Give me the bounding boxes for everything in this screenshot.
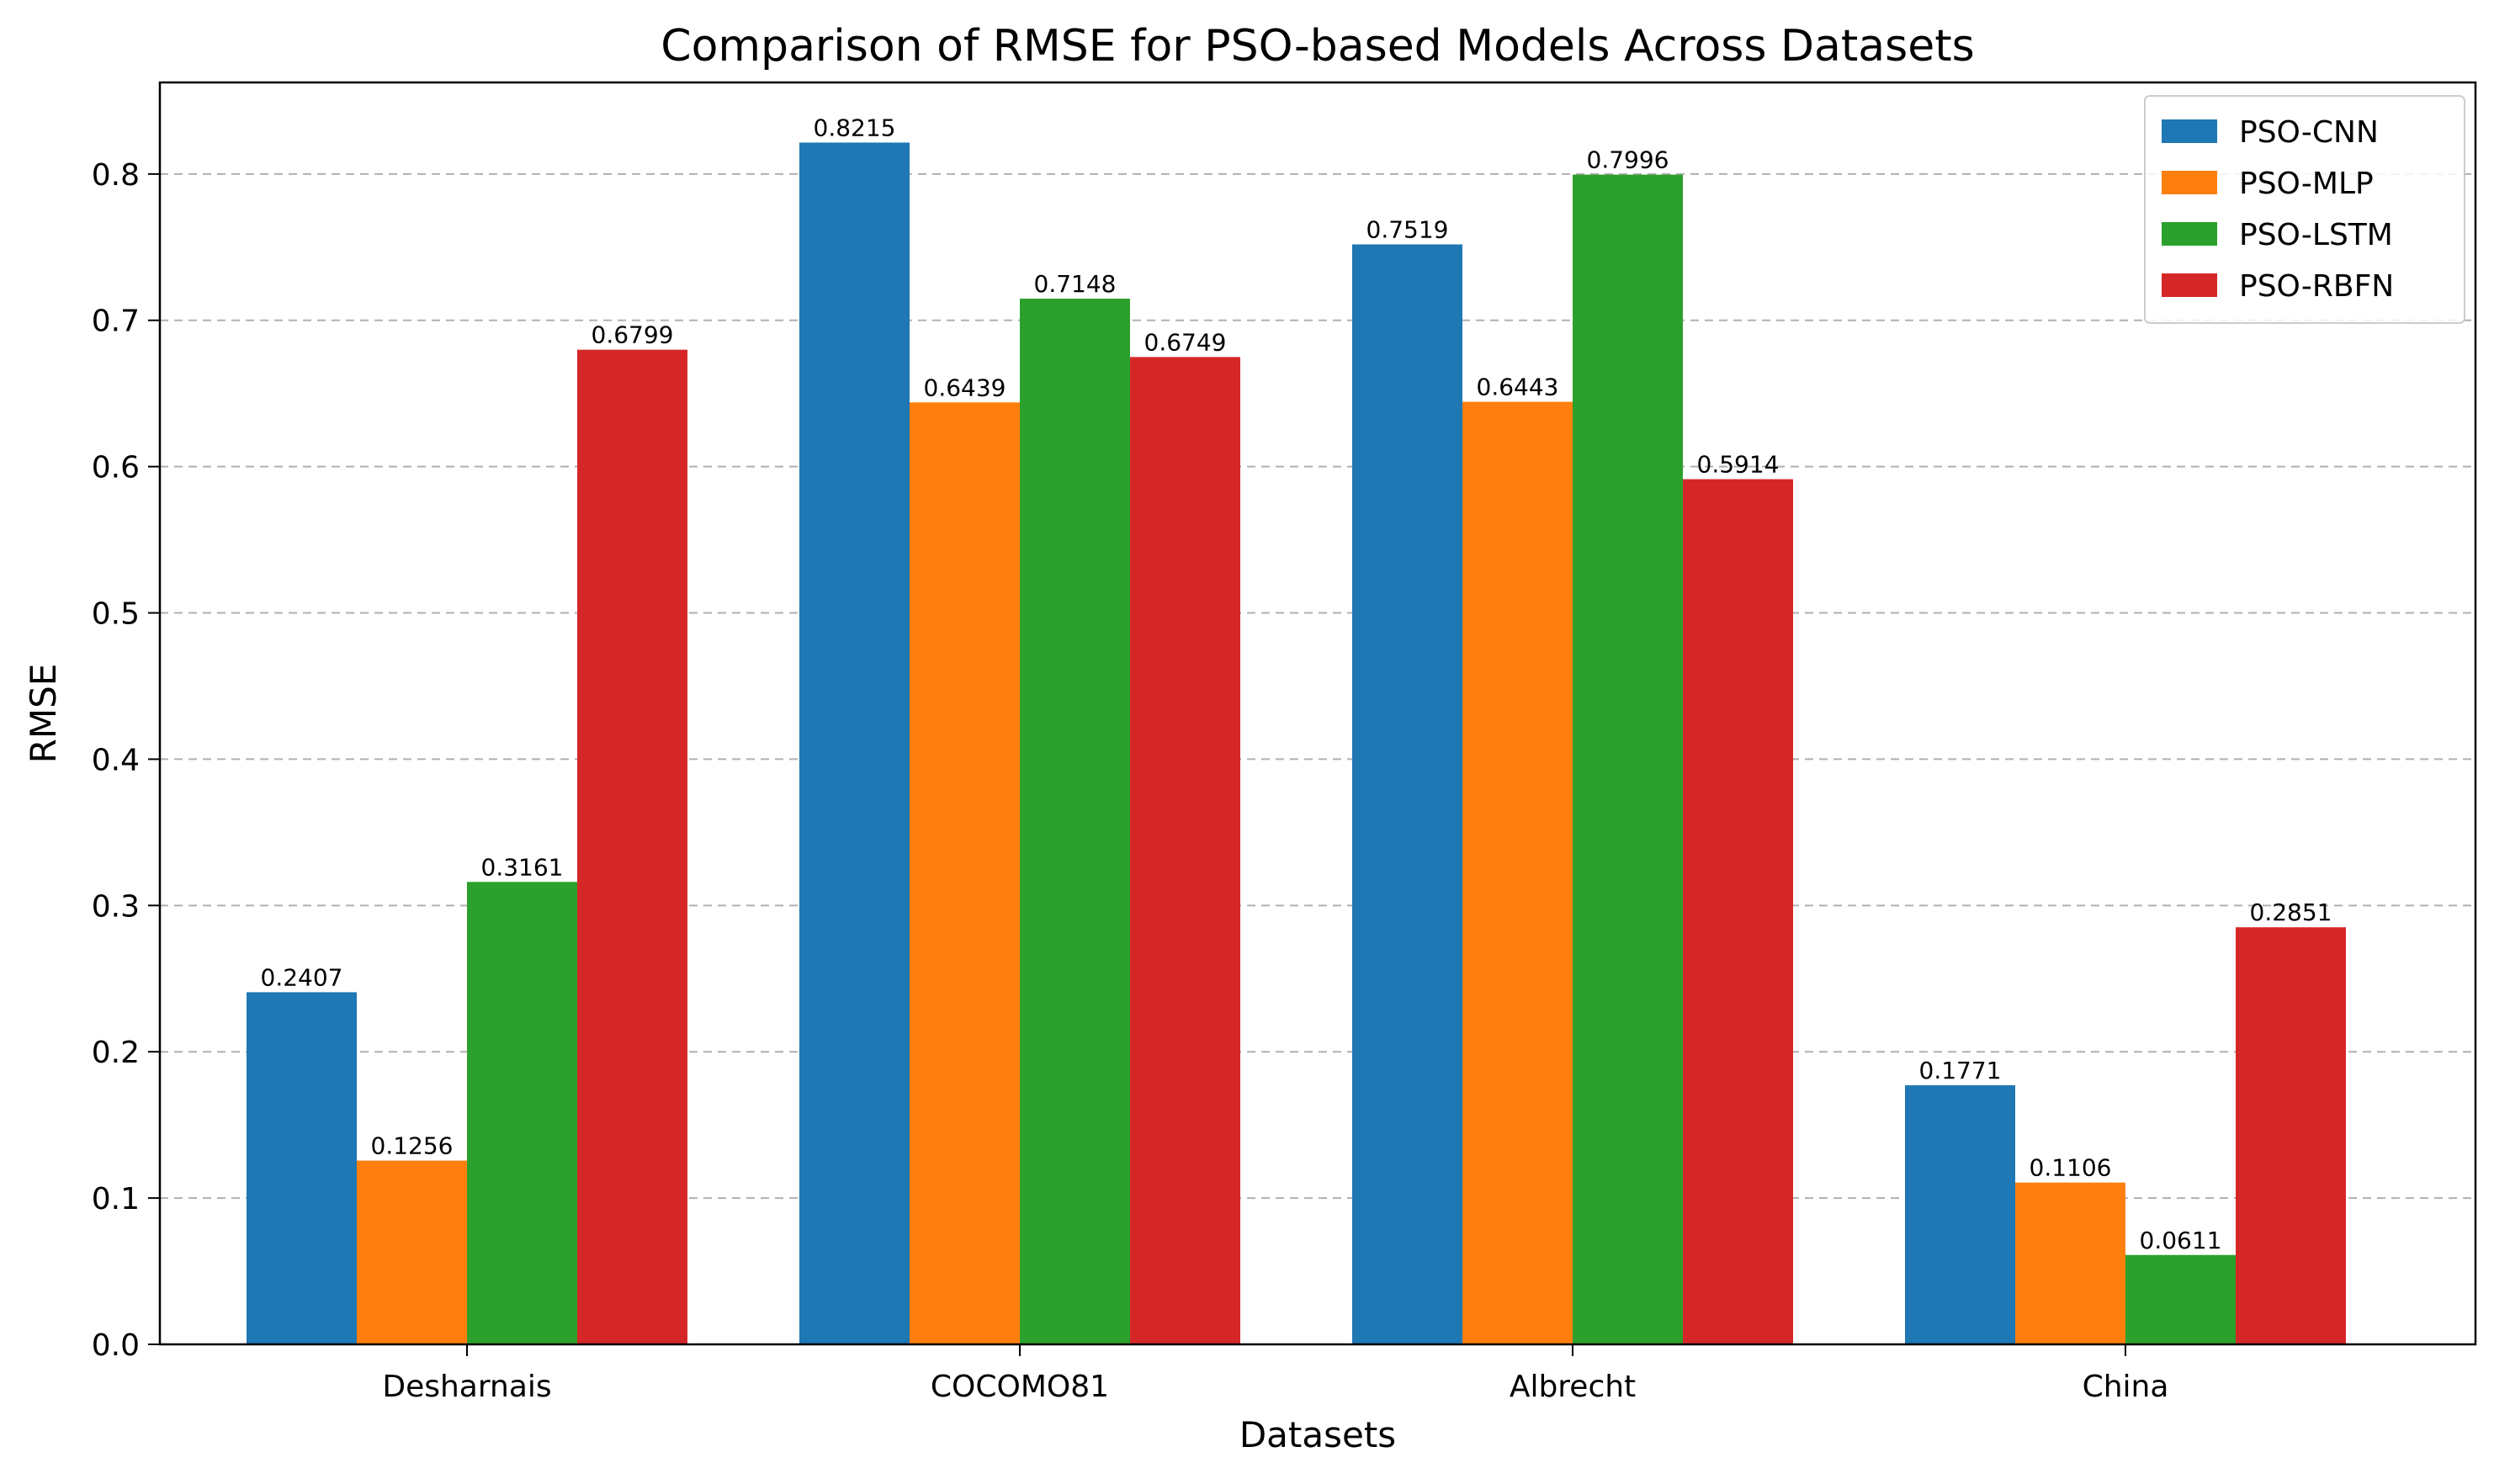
bars (247, 142, 2346, 1345)
bar (2015, 1182, 2125, 1344)
data-label: 0.2407 (261, 963, 343, 991)
bar (799, 142, 910, 1344)
data-label: 0.7519 (1366, 215, 1449, 243)
legend-swatch (2162, 119, 2217, 143)
plot-frame (158, 81, 2477, 1346)
y-tick-label: 0.3 (92, 889, 140, 924)
legend-box (2144, 95, 2465, 324)
data-label: 0.2851 (2250, 898, 2332, 926)
data-label: 0.8215 (814, 114, 896, 141)
y-axis-ticks: 0.0 0.1 0.2 0.3 0.4 0.5 0.6 0.7 0.8 (92, 158, 160, 1363)
bar (247, 992, 357, 1344)
x-tick-label: Albrecht (1510, 1370, 1636, 1404)
data-label: 0.6443 (1477, 374, 1559, 401)
y-axis-label: RMSE (23, 664, 64, 764)
data-label: 0.7148 (1034, 270, 1117, 298)
y-tick-label: 0.8 (92, 158, 140, 193)
bar (1130, 357, 1240, 1344)
bar (357, 1160, 467, 1344)
legend-entry: PSO-CNN (2239, 115, 2379, 150)
data-labels: 0.2407 0.1256 0.3161 0.6799 0.8215 0.6439 0.71… (261, 114, 2332, 1253)
x-tick-label: Desharnais (382, 1370, 551, 1404)
data-label: 0.6749 (1144, 328, 1227, 356)
y-tick-label: 0.6 (92, 451, 140, 485)
bar (2236, 927, 2346, 1344)
y-tick-label: 0.2 (92, 1036, 140, 1070)
data-label: 0.0611 (2140, 1227, 2222, 1254)
data-label: 0.7996 (1587, 146, 1669, 174)
legend-swatch (2162, 273, 2217, 297)
bar (1020, 299, 1130, 1344)
y-tick-label: 0.4 (92, 743, 140, 777)
legend-swatch (2162, 171, 2217, 194)
legend: PSO-CNN PSO-MLP PSO-LSTM PSO-RBFN (2144, 95, 2465, 324)
data-label: 0.1106 (2030, 1154, 2112, 1182)
chart-title: Comparison of RMSE for PSO-based Models … (661, 21, 1974, 72)
x-axis-label: Datasets (1239, 1414, 1396, 1455)
legend-entry: PSO-MLP (2239, 167, 2374, 201)
data-label: 0.1256 (371, 1132, 454, 1160)
bar (577, 349, 687, 1345)
legend-entry: PSO-RBFN (2239, 269, 2394, 304)
legend-swatch (2162, 222, 2217, 246)
y-tick-label: 0.1 (92, 1182, 140, 1216)
data-label: 0.1771 (1919, 1057, 2002, 1084)
bar (1573, 174, 1683, 1345)
bar (910, 402, 1020, 1345)
bar (1352, 244, 1462, 1345)
y-tick-label: 0.7 (92, 305, 140, 339)
legend-entry: PSO-LSTM (2239, 218, 2393, 252)
y-tick-label: 0.0 (92, 1328, 140, 1363)
x-tick-label: China (2083, 1370, 2169, 1404)
data-label: 0.6439 (924, 374, 1006, 401)
data-label: 0.3161 (481, 853, 564, 881)
y-tick-label: 0.5 (92, 597, 140, 632)
x-tick-label: COCOMO81 (931, 1370, 1109, 1404)
bar (1905, 1085, 2015, 1344)
x-axis-ticks: Desharnais COCOMO81 Albrecht China (382, 1344, 2168, 1404)
bar (467, 882, 577, 1344)
bar (2125, 1254, 2236, 1344)
bar (1462, 401, 1573, 1344)
data-label: 0.5914 (1697, 451, 1780, 479)
data-label: 0.6799 (592, 321, 674, 349)
bar (1683, 479, 1793, 1345)
